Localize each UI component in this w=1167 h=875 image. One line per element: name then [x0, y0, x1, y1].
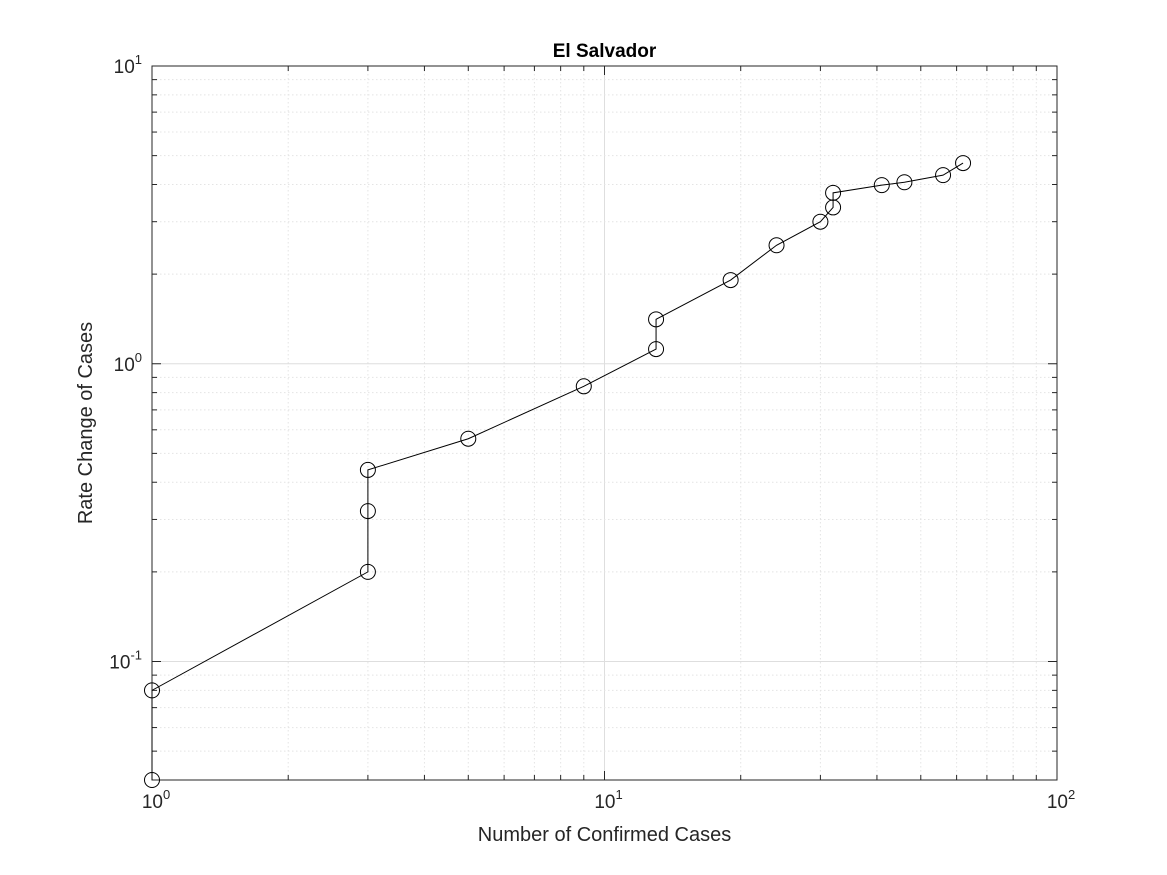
x-tick-label: 101 — [594, 787, 622, 813]
data-point-marker — [825, 184, 842, 201]
y-tick-label: 10-1 — [109, 648, 142, 674]
data-point-marker — [144, 682, 160, 699]
y-tick-label: 101 — [114, 52, 142, 78]
y-axis-label: Rate Change of Cases — [75, 322, 97, 524]
x-tick-label: 100 — [142, 787, 170, 813]
data-point-marker — [575, 378, 592, 395]
data-point-marker — [935, 167, 952, 184]
data-point-marker — [648, 341, 665, 358]
x-tick-label: 102 — [1047, 787, 1075, 813]
data-point-marker — [955, 155, 972, 172]
data-point-marker — [359, 461, 376, 478]
data-point-marker — [144, 772, 160, 788]
data-point-marker — [648, 311, 665, 328]
series-line — [151, 162, 964, 780]
y-tick-label: 100 — [114, 350, 142, 376]
tick-labels: 100 101 102 10-1 100 101 — [109, 52, 1075, 813]
data-point-marker — [460, 430, 477, 447]
data-point-marker — [359, 503, 376, 520]
data-point-marker — [768, 237, 785, 254]
data-point-marker — [873, 177, 890, 194]
data-point-marker — [896, 174, 913, 191]
data-point-marker — [359, 563, 376, 580]
data-point-marker — [812, 213, 829, 230]
series-layer — [144, 155, 972, 788]
data-point-marker — [722, 272, 739, 289]
x-axis-label: Number of Confirmed Cases — [478, 824, 731, 846]
chart-title: El Salvador — [553, 41, 657, 62]
grid — [152, 66, 1057, 780]
